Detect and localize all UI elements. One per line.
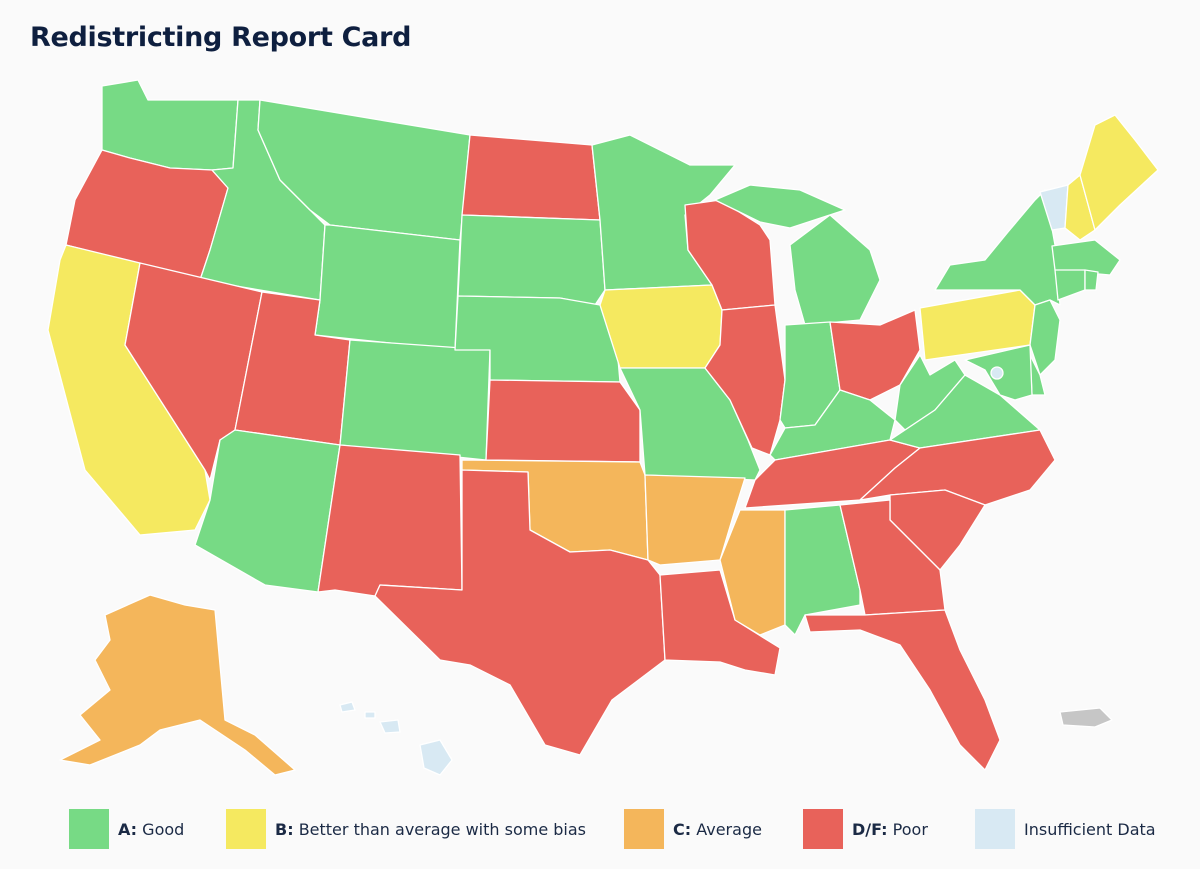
state-fl[interactable] xyxy=(804,609,1001,771)
legend-text-c: Average xyxy=(696,819,762,839)
legend-swatch-insufficient xyxy=(975,809,1015,849)
legend-grade-a: A: xyxy=(118,819,138,839)
state-ga[interactable] xyxy=(839,499,946,616)
state-hi[interactable] xyxy=(339,701,453,776)
state-ri[interactable] xyxy=(1084,269,1099,291)
state-mi[interactable] xyxy=(714,184,881,326)
state-ks[interactable] xyxy=(485,379,641,463)
legend-grade-c: C: xyxy=(673,819,692,839)
legend-swatch-a xyxy=(69,809,109,849)
state-sd[interactable] xyxy=(457,214,606,306)
legend-text-insufficient: Insufficient Data xyxy=(1024,819,1156,839)
legend-item-c: C: Average xyxy=(624,808,762,850)
legend-swatch-b xyxy=(226,809,266,849)
state-ak[interactable] xyxy=(59,594,296,776)
state-nm[interactable] xyxy=(317,444,463,597)
legend-grade-df: D/F: xyxy=(852,819,888,839)
state-il[interactable] xyxy=(704,304,786,456)
legend-text-b: Better than average with some bias xyxy=(298,819,587,839)
legend-item-insufficient: Insufficient Data xyxy=(975,808,1156,850)
state-tx[interactable] xyxy=(374,469,666,756)
state-ma[interactable] xyxy=(1051,239,1121,276)
state-wy[interactable] xyxy=(314,224,461,351)
state-ny[interactable] xyxy=(934,189,1061,306)
state-mn[interactable] xyxy=(591,134,736,291)
legend-swatch-c xyxy=(624,809,664,849)
state-ct[interactable] xyxy=(1054,269,1086,301)
legend-item-b: B: Better than average with some bias xyxy=(226,808,586,850)
page-title: Redistricting Report Card xyxy=(30,22,412,53)
state-me[interactable] xyxy=(1079,114,1159,231)
state-nh[interactable] xyxy=(1064,174,1096,241)
legend-grade-b: B: xyxy=(275,819,294,839)
state-ia[interactable] xyxy=(599,284,723,369)
legend-text-a: Good xyxy=(142,819,185,839)
state-la[interactable] xyxy=(659,569,781,676)
legend-swatch-df xyxy=(803,809,843,849)
state-nd[interactable] xyxy=(461,134,601,221)
legend-text-df: Poor xyxy=(892,819,928,839)
territory-pr xyxy=(1059,707,1113,728)
legend-item-a: A: Good xyxy=(69,808,184,850)
state-co[interactable] xyxy=(339,339,491,461)
state-dc[interactable] xyxy=(990,366,1004,380)
legend-item-df: D/F: Poor xyxy=(803,808,928,850)
